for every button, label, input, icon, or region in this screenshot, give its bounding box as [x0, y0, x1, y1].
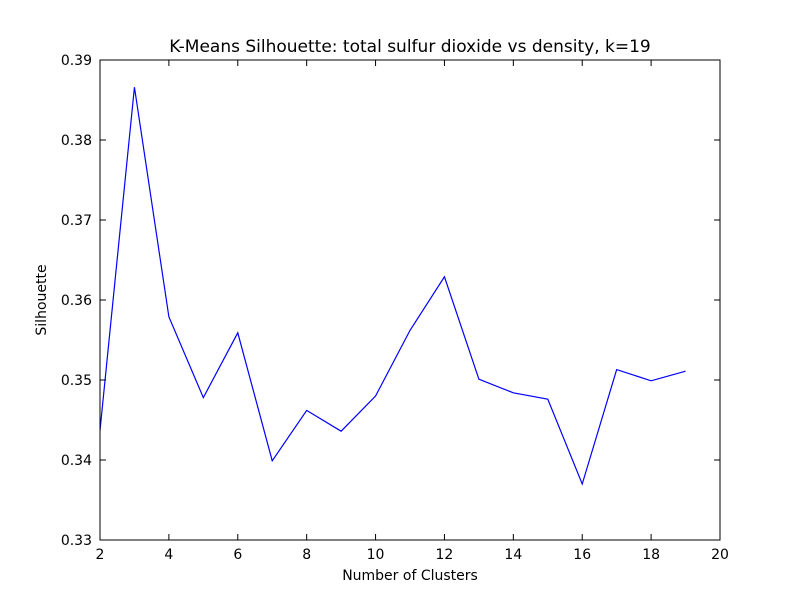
x-tick-label: 8	[302, 547, 311, 563]
y-tick-label: 0.38	[61, 133, 92, 149]
y-tick-label: 0.36	[61, 293, 92, 309]
x-tick-label: 18	[642, 547, 660, 563]
y-tick-label: 0.35	[61, 373, 92, 389]
x-tick-label: 4	[164, 547, 173, 563]
y-tick-label: 0.37	[61, 213, 92, 229]
x-tick-label: 2	[96, 547, 105, 563]
y-axis-label: Silhouette	[34, 264, 50, 335]
y-tick-label: 0.33	[61, 533, 92, 549]
y-tick-label: 0.34	[61, 453, 92, 469]
x-tick-label: 14	[504, 547, 522, 563]
chart-title: K-Means Silhouette: total sulfur dioxide…	[169, 37, 650, 57]
x-tick-label: 12	[436, 547, 454, 563]
x-tick-label: 10	[367, 547, 385, 563]
plot-frame	[99, 59, 721, 541]
series-line-0	[99, 87, 686, 486]
x-tick-label: 16	[573, 547, 591, 563]
plot-area: 2 4 6 8 10 12 14 16 18 20 0.33 0.34 0.35 0.36 0.37 0.38…	[61, 53, 729, 563]
x-tick-label: 20	[711, 547, 729, 563]
x-axis-label: Number of Clusters	[342, 568, 478, 584]
x-tick-label: 6	[233, 547, 242, 563]
y-tick-label: 0.39	[61, 53, 92, 69]
